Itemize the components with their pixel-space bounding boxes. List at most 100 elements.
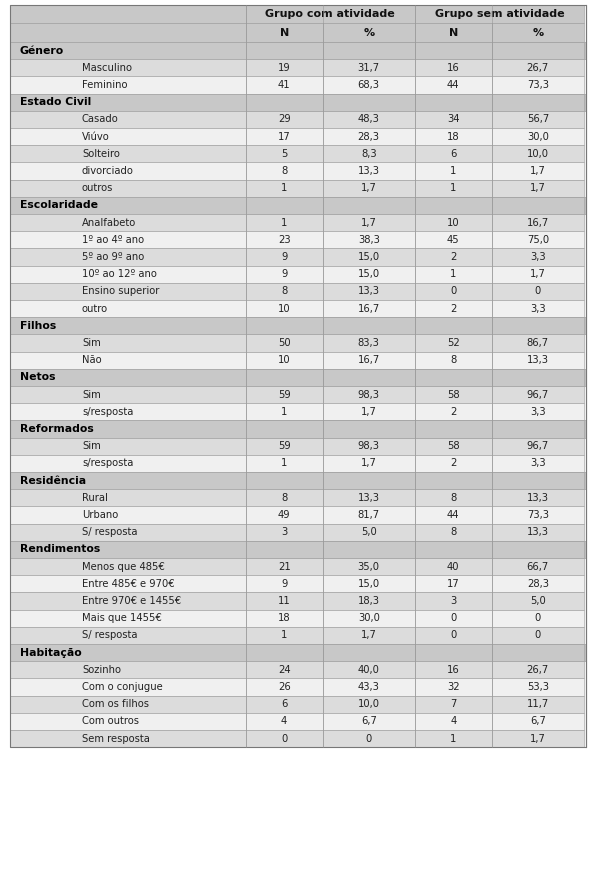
Text: 1: 1 <box>281 458 287 468</box>
Text: Não: Não <box>82 356 102 365</box>
Bar <box>246 472 322 489</box>
Text: 18,3: 18,3 <box>358 596 380 606</box>
Text: 1,7: 1,7 <box>361 630 377 641</box>
Bar <box>246 317 322 334</box>
Bar <box>10 77 246 93</box>
Bar <box>246 421 322 437</box>
Bar <box>492 111 584 128</box>
Text: 1: 1 <box>450 166 457 176</box>
Bar <box>322 180 415 197</box>
Bar <box>10 421 586 437</box>
Text: 38,3: 38,3 <box>358 235 380 245</box>
Text: s/resposta: s/resposta <box>82 458 134 468</box>
Text: 53,3: 53,3 <box>527 682 549 692</box>
Bar <box>10 730 246 747</box>
Text: 26,7: 26,7 <box>527 664 549 675</box>
Bar <box>415 678 492 695</box>
Text: outros: outros <box>82 183 113 194</box>
Bar <box>415 266 492 282</box>
Text: 3: 3 <box>281 527 287 537</box>
Bar <box>415 592 492 610</box>
Bar <box>492 317 584 334</box>
Bar <box>492 334 584 352</box>
Text: 6: 6 <box>450 149 457 158</box>
Bar <box>10 369 586 386</box>
Bar <box>10 24 246 42</box>
Bar <box>10 695 246 713</box>
Text: 1,7: 1,7 <box>530 734 546 744</box>
Bar <box>492 576 584 592</box>
Text: Com os filhos: Com os filhos <box>82 700 149 709</box>
Bar <box>415 541 492 558</box>
Text: 2: 2 <box>450 407 457 417</box>
Text: 15,0: 15,0 <box>358 579 380 589</box>
Bar <box>322 111 415 128</box>
Bar <box>415 437 492 455</box>
Bar <box>492 455 584 472</box>
Text: 10: 10 <box>278 356 290 365</box>
Text: Feminino: Feminino <box>82 80 128 90</box>
Bar <box>492 197 584 214</box>
Text: Menos que 485€: Menos que 485€ <box>82 561 164 572</box>
Bar <box>415 197 492 214</box>
Text: Sim: Sim <box>82 390 101 400</box>
Bar <box>322 300 415 317</box>
Text: 7: 7 <box>450 700 457 709</box>
Bar <box>322 282 415 300</box>
Bar <box>492 558 584 576</box>
Bar <box>492 24 584 42</box>
Bar <box>10 352 246 369</box>
Text: 1: 1 <box>281 630 287 641</box>
Text: 16,7: 16,7 <box>527 217 549 228</box>
Bar <box>415 24 492 42</box>
Text: 3,3: 3,3 <box>530 407 546 417</box>
Bar <box>322 24 415 42</box>
Bar <box>415 695 492 713</box>
Text: 16,7: 16,7 <box>358 304 380 313</box>
Bar <box>10 231 246 248</box>
Bar <box>322 128 415 145</box>
Bar <box>492 730 584 747</box>
Bar <box>415 59 492 77</box>
Text: 50: 50 <box>278 338 290 348</box>
Bar <box>415 42 492 59</box>
Text: 8: 8 <box>281 166 287 176</box>
Bar <box>246 678 322 695</box>
Bar <box>492 180 584 197</box>
Text: 1,7: 1,7 <box>530 166 546 176</box>
Text: 5,0: 5,0 <box>530 596 546 606</box>
Bar <box>322 231 415 248</box>
Text: 0: 0 <box>535 613 541 623</box>
Text: 3: 3 <box>450 596 457 606</box>
Text: 3,3: 3,3 <box>530 458 546 468</box>
Bar <box>492 661 584 678</box>
Bar <box>322 644 415 661</box>
Text: 8: 8 <box>450 356 457 365</box>
Bar <box>246 592 322 610</box>
Bar <box>246 163 322 180</box>
Bar <box>10 163 246 180</box>
Bar <box>322 661 415 678</box>
Text: Entre 970€ e 1455€: Entre 970€ e 1455€ <box>82 596 181 606</box>
Bar <box>415 77 492 93</box>
Text: 11: 11 <box>278 596 290 606</box>
Bar <box>246 111 322 128</box>
Bar <box>10 713 246 730</box>
Bar <box>415 730 492 747</box>
Text: divorciado: divorciado <box>82 166 134 176</box>
Bar <box>492 541 584 558</box>
Bar <box>322 558 415 576</box>
Text: Solteiro: Solteiro <box>82 149 120 158</box>
Bar <box>492 300 584 317</box>
Text: 8,3: 8,3 <box>361 149 377 158</box>
Text: 5: 5 <box>281 149 287 158</box>
Bar <box>415 421 492 437</box>
Text: 0: 0 <box>281 734 287 744</box>
Bar <box>10 455 246 472</box>
Bar <box>492 77 584 93</box>
Bar <box>322 627 415 644</box>
Bar <box>322 695 415 713</box>
Text: 44: 44 <box>447 80 460 90</box>
Bar <box>322 248 415 266</box>
Bar <box>10 592 246 610</box>
